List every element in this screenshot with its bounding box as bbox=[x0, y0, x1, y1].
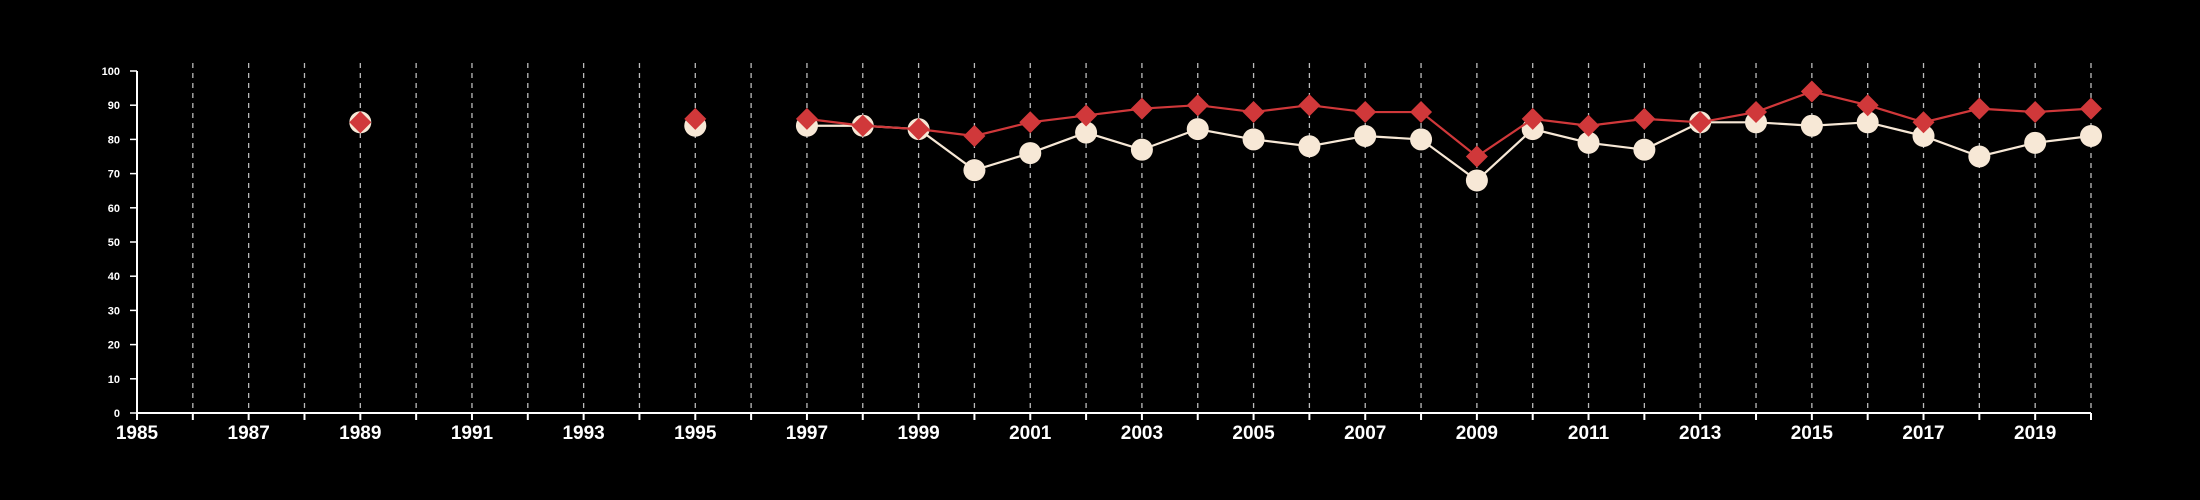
point-diamond-2010 bbox=[1521, 107, 1544, 130]
x-tick-label-2009: 2009 bbox=[1456, 423, 1498, 444]
series-diamond bbox=[349, 80, 2102, 168]
point-diamond-2007 bbox=[1354, 101, 1377, 124]
x-tick-label-2015: 2015 bbox=[1791, 423, 1834, 444]
point-circle-2017 bbox=[1912, 124, 1935, 147]
point-diamond-2013 bbox=[1689, 111, 1712, 134]
point-diamond-1999 bbox=[907, 118, 930, 141]
point-diamond-2003 bbox=[1130, 97, 1153, 120]
point-circle-2016 bbox=[1856, 111, 1879, 134]
point-diamond-1989 bbox=[349, 111, 372, 134]
x-tick-label-1991: 1991 bbox=[451, 423, 494, 444]
y-tick-label-80: 80 bbox=[108, 134, 120, 146]
point-circle-2009 bbox=[1465, 169, 1488, 192]
y-tick-label-100: 100 bbox=[102, 66, 120, 78]
point-diamond-2011 bbox=[1577, 114, 1600, 137]
grid-lines bbox=[192, 63, 2092, 413]
x-tick-label-2003: 2003 bbox=[1121, 423, 1163, 444]
point-diamond-2008 bbox=[1410, 101, 1433, 124]
x-tick-label-2005: 2005 bbox=[1232, 423, 1275, 444]
point-circle-2004 bbox=[1186, 118, 1209, 141]
point-diamond-2015 bbox=[1800, 80, 1823, 103]
point-diamond-2006 bbox=[1298, 94, 1321, 117]
axes: 1985 1987 1989 1991 1993 1995 1997 1999 2001 2003… bbox=[102, 66, 2092, 444]
y-tick-label-20: 20 bbox=[108, 340, 120, 352]
x-tick-label-1999: 1999 bbox=[897, 423, 939, 444]
point-circle-2020 bbox=[2080, 124, 2102, 147]
x-tick-label-2019: 2019 bbox=[2014, 423, 2056, 444]
point-diamond-2016 bbox=[1856, 94, 1879, 117]
point-diamond-2004 bbox=[1186, 94, 1209, 117]
x-tick-label-2013: 2013 bbox=[1679, 423, 1721, 444]
series-circle-line bbox=[806, 121, 2092, 182]
point-diamond-2019 bbox=[2024, 101, 2047, 124]
point-circle-2002 bbox=[1075, 121, 1098, 144]
y-tick-label-40: 40 bbox=[108, 271, 120, 283]
point-diamond-2020 bbox=[2080, 97, 2102, 120]
y-tick-label-60: 60 bbox=[108, 203, 120, 215]
point-circle-2012 bbox=[1633, 138, 1656, 161]
point-diamond-1995 bbox=[684, 107, 707, 130]
y-tick-label-50: 50 bbox=[108, 237, 120, 249]
series-circle bbox=[349, 111, 2102, 192]
point-circle-2006 bbox=[1298, 135, 1321, 158]
y-tick-label-10: 10 bbox=[108, 374, 120, 386]
point-circle-2003 bbox=[1130, 138, 1153, 161]
point-diamond-1997 bbox=[795, 107, 818, 130]
series-diamond-line bbox=[806, 90, 2092, 158]
point-circle-2005 bbox=[1242, 128, 1265, 151]
point-circle-2001 bbox=[1019, 142, 1042, 165]
y-tick-label-70: 70 bbox=[108, 169, 120, 181]
point-circle-2015 bbox=[1800, 114, 1823, 137]
x-tick-label-2011: 2011 bbox=[1568, 423, 1610, 444]
x-tick-label-1993: 1993 bbox=[562, 423, 604, 444]
x-tick-label-1987: 1987 bbox=[228, 423, 270, 444]
point-circle-2008 bbox=[1410, 128, 1433, 151]
x-tick-label-1989: 1989 bbox=[339, 423, 381, 444]
point-circle-2000 bbox=[963, 159, 986, 182]
data-series bbox=[349, 80, 2102, 192]
point-diamond-2001 bbox=[1019, 111, 1042, 134]
x-tick-label-2001: 2001 bbox=[1009, 423, 1052, 444]
x-tick-label-1985: 1985 bbox=[116, 423, 159, 444]
point-diamond-2014 bbox=[1745, 101, 1768, 124]
y-tick-label-0: 0 bbox=[114, 408, 120, 420]
point-diamond-2017 bbox=[1912, 111, 1935, 134]
y-tick-label-30: 30 bbox=[108, 305, 120, 317]
point-diamond-2005 bbox=[1242, 101, 1265, 124]
y-tick-label-90: 90 bbox=[108, 100, 120, 112]
x-tick-label-1997: 1997 bbox=[786, 423, 828, 444]
point-diamond-2002 bbox=[1075, 104, 1098, 127]
point-diamond-2000 bbox=[963, 124, 986, 147]
point-diamond-2012 bbox=[1633, 107, 1656, 130]
point-circle-2018 bbox=[1968, 145, 1991, 168]
x-tick-label-2007: 2007 bbox=[1344, 423, 1386, 444]
point-diamond-2018 bbox=[1968, 97, 1991, 120]
point-circle-2011 bbox=[1577, 131, 1600, 154]
point-diamond-1998 bbox=[851, 114, 874, 137]
x-tick-label-2017: 2017 bbox=[1902, 423, 1944, 444]
point-diamond-2009 bbox=[1465, 145, 1488, 168]
x-tick-label-1995: 1995 bbox=[674, 423, 717, 444]
point-circle-2007 bbox=[1354, 124, 1377, 147]
point-circle-2019 bbox=[2024, 131, 2047, 154]
